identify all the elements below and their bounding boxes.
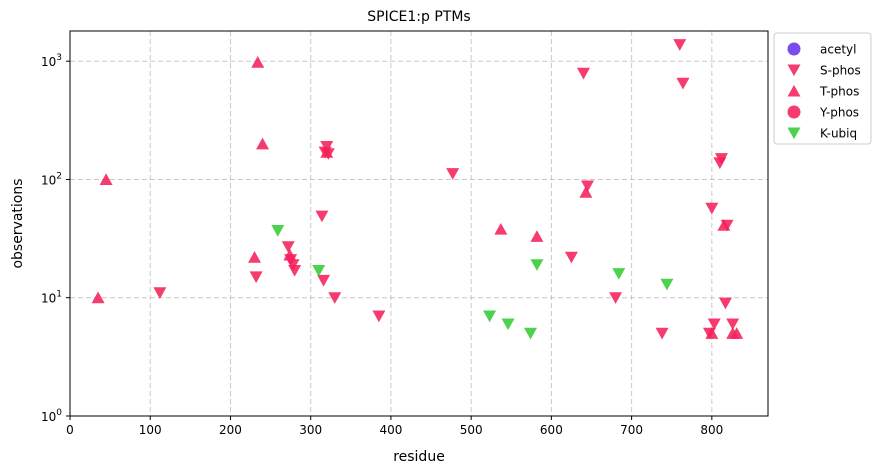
data-point-t-phos [717,219,731,231]
x-tick-label: 500 [460,423,483,437]
y-tick-label-exponent: 0 [56,408,62,418]
data-point-s-phos [718,297,732,310]
data-point-t-phos [730,327,744,339]
x-tick-label: 700 [620,423,643,437]
grid [70,31,768,416]
legend-label-y-phos: Y-phos [819,106,859,120]
data-point-s-phos [315,210,329,223]
x-tick-label: 200 [219,423,242,437]
data-point-s-phos [609,292,623,304]
x-tick-label: 100 [139,423,162,437]
data-point-s-phos [705,202,719,215]
x-tick-label: 300 [299,423,322,437]
x-tick-label: 400 [379,423,402,437]
data-point-k-ubiq [271,225,285,237]
data-point-s-phos [317,274,331,287]
data-point-s-phos [707,318,721,331]
legend-marker-t-phos [787,84,801,97]
legend-label-s-phos: S-phos [820,64,861,78]
legend-label-k-ubiq: K-ubiq [820,127,857,141]
data-point-k-ubiq [660,278,674,291]
x-axis-label: residue [393,449,445,465]
data-point-s-phos [676,77,690,90]
data-point-t-phos [251,56,265,68]
y-tick-label-exponent: 2 [56,171,62,181]
data-point-s-phos [153,287,167,300]
y-tick-label-base: 10 [41,410,56,424]
data-point-t-phos [705,327,719,339]
x-tick-label: 0 [66,423,74,437]
legend-label-acetyl: acetyl [820,43,856,57]
markers [91,39,744,340]
data-point-s-phos [655,327,669,340]
data-point-k-ubiq [524,327,538,340]
data-point-s-phos [281,241,295,253]
data-point-t-phos [530,230,544,242]
data-point-t-phos [579,186,593,198]
data-point-t-phos [91,291,105,304]
legend-marker-acetyl [787,42,801,56]
legend-marker-k-ubiq [787,127,801,140]
y-tick-label: 101 [41,290,62,306]
data-point-s-phos [446,168,460,180]
y-tick-label: 102 [41,171,62,187]
y-tick-label-base: 10 [41,292,56,306]
data-point-t-phos [494,222,508,235]
data-point-s-phos [714,153,728,165]
plot-frame [69,30,769,417]
x-tick-label: 800 [700,423,723,437]
data-point-k-ubiq [312,264,326,277]
chart-title: SPICE1:p PTMs [367,9,470,25]
y-tick-label: 103 [41,53,62,69]
x-tick-label: 600 [540,423,563,437]
data-point-s-phos [372,310,386,323]
y-tick-label-base: 10 [41,173,56,187]
data-point-k-ubiq [501,318,515,331]
data-point-t-phos [99,173,113,185]
y-tick-label-exponent: 1 [56,290,62,300]
data-point-s-phos [564,251,578,264]
y-axis-label: observations [10,178,26,268]
data-point-t-phos [320,146,334,158]
legend: acetyl S-phos T-phos Y-phos K-ubiq [773,32,872,145]
data-point-s-phos [249,271,263,284]
y-tick-label-exponent: 3 [56,53,62,63]
x-axis: 0 100 200 300 400 500 600 700 800 [66,416,723,437]
data-point-s-phos [328,292,342,304]
data-point-s-phos [288,264,302,277]
legend-label-t-phos: T-phos [819,85,859,99]
data-point-s-phos [580,180,594,193]
data-point-k-ubiq [483,310,497,323]
data-point-s-phos [726,318,740,331]
data-point-s-phos [576,67,590,80]
data-point-s-phos [673,39,687,51]
data-point-k-ubiq [530,259,544,271]
y-tick-label: 100 [41,408,62,424]
data-point-k-ubiq [612,268,626,280]
data-point-t-phos [248,251,262,263]
data-point-t-phos [256,137,270,150]
data-point-t-phos [283,248,297,261]
legend-marker-y-phos [787,105,801,119]
legend-marker-s-phos [787,64,801,77]
y-tick-label-base: 10 [41,55,56,69]
